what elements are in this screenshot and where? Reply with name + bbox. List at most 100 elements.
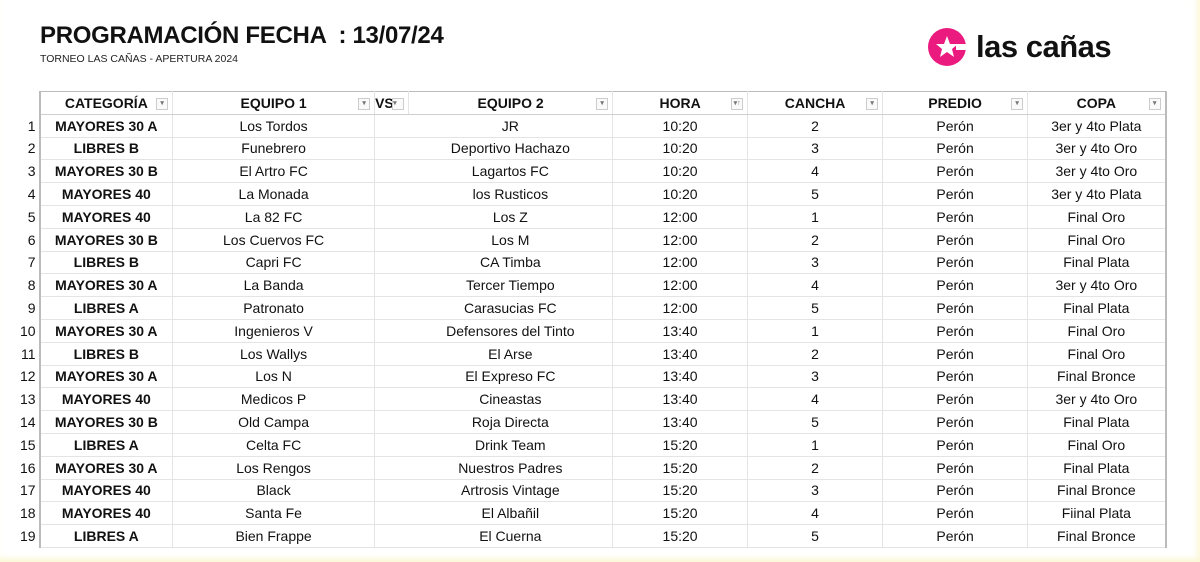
row-number[interactable]: 6 bbox=[20, 228, 41, 252]
cell[interactable]: Celta FC bbox=[172, 433, 376, 457]
cell[interactable]: El Expreso FC bbox=[408, 365, 614, 389]
cell[interactable]: 3 bbox=[747, 137, 884, 161]
cell[interactable]: La 82 FC bbox=[172, 205, 376, 229]
cell[interactable]: MAYORES 30 A bbox=[39, 319, 174, 343]
cell[interactable]: La Monada bbox=[172, 182, 376, 206]
row-number[interactable]: 13 bbox=[20, 387, 41, 411]
cell[interactable]: 1 bbox=[747, 319, 884, 343]
cell[interactable]: Perón bbox=[882, 387, 1029, 412]
cell[interactable] bbox=[374, 342, 409, 366]
cell[interactable]: El Albañil bbox=[408, 501, 614, 526]
cell[interactable]: Perón bbox=[882, 365, 1029, 389]
cell[interactable]: 12:00 bbox=[612, 273, 749, 298]
cell[interactable]: Final Oro bbox=[1027, 319, 1167, 343]
cell[interactable]: MAYORES 30 A bbox=[39, 273, 174, 298]
filter-dropdown-icon[interactable]: ▾↑ bbox=[731, 98, 744, 110]
cell[interactable] bbox=[374, 319, 409, 343]
cell[interactable]: Perón bbox=[882, 456, 1029, 480]
cell[interactable] bbox=[374, 205, 409, 229]
row-number[interactable]: 12 bbox=[20, 365, 41, 388]
cell[interactable]: 4 bbox=[747, 387, 884, 412]
cell[interactable]: LIBRES B bbox=[39, 251, 174, 275]
cell[interactable]: 3er y 4to Oro bbox=[1027, 137, 1167, 161]
cell[interactable]: Perón bbox=[882, 319, 1029, 343]
cell[interactable]: Tercer Tiempo bbox=[408, 273, 614, 298]
cell[interactable]: Patronato bbox=[172, 296, 376, 320]
cell[interactable] bbox=[374, 524, 409, 548]
cell[interactable]: Cineastas bbox=[408, 387, 614, 412]
cell[interactable]: 5 bbox=[747, 182, 884, 206]
cell[interactable]: Perón bbox=[882, 228, 1029, 252]
cell[interactable]: El Cuerna bbox=[408, 524, 614, 548]
filter-dropdown-icon[interactable]: ▾ bbox=[392, 98, 405, 110]
cell[interactable]: Perón bbox=[882, 137, 1029, 161]
cell[interactable]: Perón bbox=[882, 342, 1029, 366]
cell[interactable]: Los N bbox=[172, 365, 376, 389]
cell[interactable] bbox=[374, 251, 409, 275]
cell[interactable]: Final Plata bbox=[1027, 296, 1167, 320]
row-number[interactable]: 14 bbox=[20, 410, 41, 434]
row-number[interactable]: 2 bbox=[20, 137, 41, 160]
cell[interactable]: 5 bbox=[747, 296, 884, 320]
cell[interactable]: 4 bbox=[747, 273, 884, 298]
cell[interactable]: Final Bronce bbox=[1027, 524, 1167, 548]
cell[interactable]: 3er y 4to Plata bbox=[1027, 182, 1167, 206]
row-number[interactable]: 9 bbox=[20, 296, 41, 320]
cell[interactable]: 13:40 bbox=[612, 342, 749, 366]
cell[interactable]: 5 bbox=[747, 524, 884, 548]
cell[interactable] bbox=[374, 410, 409, 434]
cell[interactable] bbox=[374, 114, 409, 138]
cell[interactable]: Fiinal Plata bbox=[1027, 501, 1167, 526]
cell[interactable] bbox=[374, 182, 409, 206]
cell[interactable] bbox=[374, 159, 409, 184]
cell[interactable]: 1 bbox=[747, 205, 884, 229]
cell[interactable]: 13:40 bbox=[612, 319, 749, 343]
cell[interactable]: 12:00 bbox=[612, 296, 749, 320]
cell[interactable] bbox=[374, 479, 409, 503]
cell[interactable]: Nuestros Padres bbox=[408, 456, 614, 480]
cell[interactable]: 12:00 bbox=[612, 205, 749, 229]
cell[interactable]: Carasucias FC bbox=[408, 296, 614, 320]
filter-dropdown-icon[interactable]: ▾ bbox=[1011, 98, 1024, 110]
row-number[interactable]: 15 bbox=[20, 433, 41, 457]
cell[interactable]: MAYORES 30 A bbox=[39, 456, 174, 480]
cell[interactable]: Perón bbox=[882, 182, 1029, 206]
cell[interactable] bbox=[374, 273, 409, 298]
cell[interactable]: 3 bbox=[747, 251, 884, 275]
cell[interactable]: 13:40 bbox=[612, 410, 749, 434]
cell[interactable]: 3er y 4to Oro bbox=[1027, 159, 1167, 184]
row-number[interactable]: 1 bbox=[20, 114, 41, 138]
cell[interactable]: MAYORES 40 bbox=[39, 205, 174, 229]
cell[interactable]: 2 bbox=[747, 228, 884, 252]
cell[interactable]: 2 bbox=[747, 114, 884, 138]
cell[interactable]: 15:20 bbox=[612, 524, 749, 548]
cell[interactable]: Perón bbox=[882, 251, 1029, 275]
cell[interactable]: 10:20 bbox=[612, 159, 749, 184]
cell[interactable]: Lagartos FC bbox=[408, 159, 614, 184]
cell[interactable] bbox=[374, 456, 409, 480]
cell[interactable]: El Artro FC bbox=[172, 159, 376, 184]
cell[interactable]: La Banda bbox=[172, 273, 376, 298]
cell[interactable] bbox=[374, 365, 409, 389]
cell[interactable]: Perón bbox=[882, 501, 1029, 526]
cell[interactable] bbox=[374, 137, 409, 161]
cell[interactable]: Perón bbox=[882, 433, 1029, 457]
cell[interactable]: Roja Directa bbox=[408, 410, 614, 434]
cell[interactable]: 12:00 bbox=[612, 228, 749, 252]
cell[interactable]: Bien Frappe bbox=[172, 524, 376, 548]
cell[interactable]: 4 bbox=[747, 159, 884, 184]
cell[interactable]: Santa Fe bbox=[172, 501, 376, 526]
cell[interactable]: Final Plata bbox=[1027, 410, 1167, 434]
cell[interactable]: LIBRES A bbox=[39, 296, 174, 320]
cell[interactable] bbox=[374, 228, 409, 252]
cell[interactable]: MAYORES 30 A bbox=[39, 114, 174, 138]
cell[interactable]: Perón bbox=[882, 479, 1029, 503]
cell[interactable]: Funebrero bbox=[172, 137, 376, 161]
cell[interactable]: 10:20 bbox=[612, 114, 749, 138]
cell[interactable]: Los M bbox=[408, 228, 614, 252]
cell[interactable]: 15:20 bbox=[612, 433, 749, 457]
cell[interactable]: Artrosis Vintage bbox=[408, 479, 614, 503]
cell[interactable]: Perón bbox=[882, 205, 1029, 229]
cell[interactable]: 13:40 bbox=[612, 365, 749, 389]
filter-dropdown-icon[interactable]: ▾ bbox=[358, 98, 371, 110]
